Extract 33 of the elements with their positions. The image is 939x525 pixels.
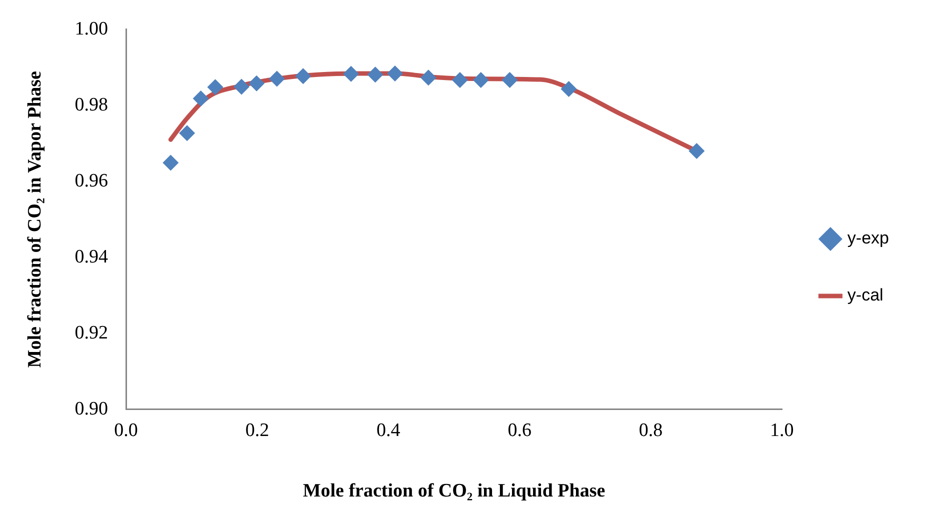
point: [502, 72, 518, 88]
point: [343, 66, 360, 82]
point: [248, 75, 265, 92]
point: [192, 90, 209, 107]
point: [179, 125, 196, 142]
y-axis-title: Mole fraction of CO₂ in Vapor Phase: [24, 71, 46, 368]
point: [452, 72, 468, 88]
x-tick-label: 0.8: [638, 420, 663, 441]
x-tick-label: 1.0: [770, 420, 794, 441]
y-tick-label: 0.90: [74, 398, 108, 420]
legend-label: y-cal: [847, 286, 884, 305]
point: [420, 70, 436, 86]
point: [560, 81, 577, 98]
y-tick-label: 0.96: [74, 170, 108, 192]
legend-label: y-exp: [847, 228, 890, 248]
x-tick-label: 0.2: [245, 420, 270, 441]
point: [162, 154, 179, 171]
point: [367, 66, 384, 83]
point: [295, 68, 312, 84]
x-tick-label: 0.4: [376, 420, 401, 441]
point: [207, 79, 224, 96]
x-tick-label: 0.0: [114, 420, 138, 441]
point: [688, 143, 705, 159]
y-tick-label: 0.98: [74, 94, 108, 116]
x-tick-label: 0.6: [508, 420, 532, 441]
y-tick-label: 1.00: [74, 18, 108, 40]
x-axis-title: Mole fraction of CO₂ in Liquid Phase: [302, 480, 606, 502]
point: [472, 72, 489, 88]
point: [233, 78, 250, 95]
point: [268, 70, 285, 87]
y-tick-label: 0.94: [74, 246, 109, 268]
y-tick-label: 0.92: [74, 322, 108, 344]
point: [386, 65, 403, 82]
